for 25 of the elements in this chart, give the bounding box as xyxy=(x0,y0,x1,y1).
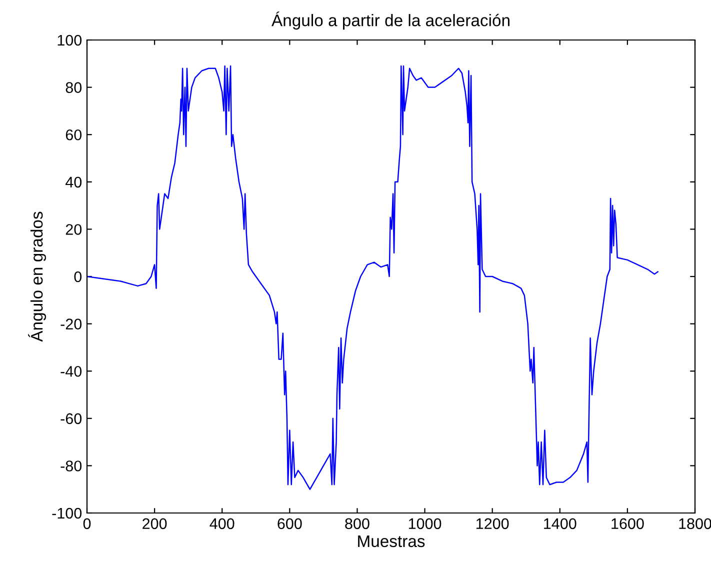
y-tick-label: -40 xyxy=(60,366,82,377)
line-series xyxy=(87,65,658,490)
x-tick-label: 1000 xyxy=(408,518,442,530)
x-axis-title: Muestras xyxy=(358,535,425,548)
y-tick-label: 40 xyxy=(66,176,82,188)
x-tick-label: 1600 xyxy=(612,518,644,530)
y-tick-label: 60 xyxy=(66,129,82,140)
chart-title: Ángulo a partir de la aceleración xyxy=(272,12,510,30)
y-tick-label: 80 xyxy=(66,82,82,93)
y-tick-label: -20 xyxy=(60,318,82,330)
y-tick-label: -100 xyxy=(52,508,82,519)
y-tick-label: -60 xyxy=(60,413,82,424)
x-tick-label: 800 xyxy=(345,518,370,530)
y-tick-label: -80 xyxy=(60,460,82,472)
x-tick-label: 0 xyxy=(83,518,91,530)
y-axis-title: Ángulo en grados xyxy=(28,212,46,342)
x-tick-label: 400 xyxy=(210,518,234,530)
x-tick-label: 1400 xyxy=(544,518,576,530)
y-tick-label: 0 xyxy=(74,271,82,282)
x-tick-label: 200 xyxy=(142,518,167,530)
x-tick-label: 1800 xyxy=(679,518,711,530)
y-tick-label: 100 xyxy=(58,34,82,46)
y-tick-label: 20 xyxy=(66,224,82,235)
x-tick-label: 600 xyxy=(278,518,302,530)
x-tick-label: 1200 xyxy=(476,518,509,530)
